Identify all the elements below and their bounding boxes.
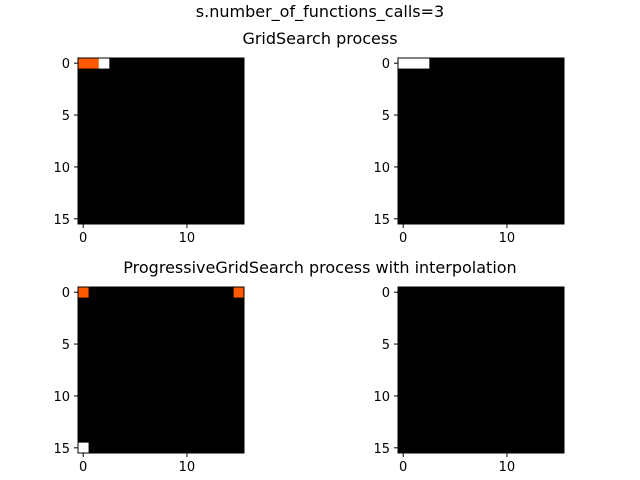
row-title-gridsearch: GridSearch process [242,29,398,48]
y-tick-label: 10 [53,161,70,176]
y-tick-label: 15 [53,213,70,228]
heatmap-cell [418,58,430,69]
x-tick-label: 0 [399,231,407,246]
heatmap-cell [98,58,110,69]
heatmap-panel-bottom-left: 0 10 0 5 10 15 [53,286,245,475]
heatmap-cell [408,58,419,69]
plot-frame [77,286,245,454]
y-tick-label: 10 [373,161,390,176]
y-tick-label: 0 [62,57,70,72]
y-tick-label: 0 [382,57,390,72]
y-tick-label: 15 [373,442,390,457]
plot-frame [397,286,565,454]
y-tick-label: 5 [382,109,390,124]
heatmap-panel-top-right: 0 10 0 5 10 15 [373,57,565,246]
heatmap-background [78,58,244,224]
y-tick-label: 15 [53,442,70,457]
heatmap-background [78,287,244,453]
x-tick-label: 10 [499,460,516,475]
y-tick-label: 10 [53,390,70,405]
heatmap-panel-top-left: 0 10 0 5 10 15 [53,57,245,246]
y-tick-label: 0 [62,286,70,301]
y-tick-label: 5 [62,109,70,124]
x-tick-label: 0 [399,460,407,475]
heatmap-cell [78,287,89,298]
y-tick-label: 5 [382,338,390,353]
heatmap-cell [233,287,245,298]
y-tick-label: 0 [382,286,390,301]
x-tick-label: 0 [79,460,87,475]
y-tick-label: 10 [373,390,390,405]
plot-frame [77,57,245,225]
x-tick-label: 10 [499,231,516,246]
heatmap-cell [398,58,409,69]
x-tick-label: 0 [79,231,87,246]
plot-frame [397,57,565,225]
heatmap-panel-bottom-right: 0 10 0 5 10 15 [373,286,565,475]
heatmap-cell [78,58,89,69]
y-tick-label: 15 [373,213,390,228]
x-tick-label: 10 [179,231,196,246]
heatmap-background [398,58,564,224]
x-tick-label: 10 [179,460,196,475]
heatmap-cell [88,58,99,69]
row-title-progressive: ProgressiveGridSearch process with inter… [123,258,517,277]
y-tick-label: 5 [62,338,70,353]
figure-suptitle: s.number_of_functions_calls=3 [195,2,445,21]
heatmap-cell [78,442,89,454]
heatmap-background [398,287,564,453]
